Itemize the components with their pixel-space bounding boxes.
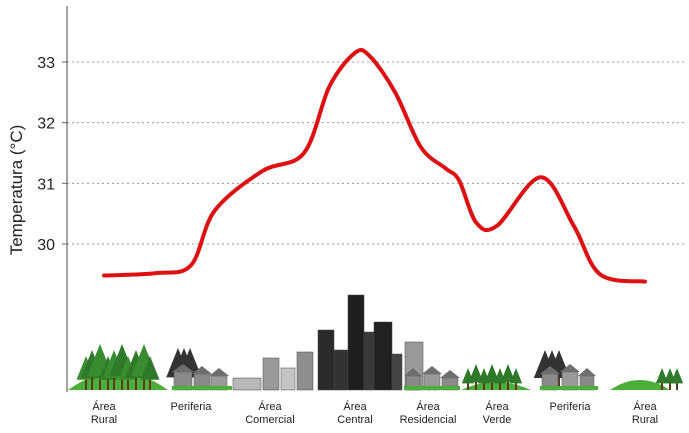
tree-trunk	[491, 380, 493, 390]
tree	[468, 364, 484, 383]
category-label: Periferia	[171, 401, 213, 413]
building	[333, 349, 349, 391]
category-label-line: Área	[485, 400, 509, 413]
category-label-line: Periferia	[171, 401, 213, 413]
tree-trunk	[558, 376, 560, 390]
category-label-line: Área	[343, 400, 367, 413]
house-roof	[209, 368, 229, 376]
category-label: Área Residencial	[400, 400, 457, 426]
category-label-line: Verde	[483, 414, 512, 426]
urban-profile-illustration	[68, 294, 684, 391]
y-tick-labels: 30 31 32 33	[37, 55, 67, 254]
category-label: Área Rural	[91, 400, 117, 426]
tree-trunk	[483, 382, 485, 390]
tree-trunk	[135, 376, 137, 390]
house-roof	[404, 368, 422, 376]
tree	[509, 368, 523, 384]
house-roof	[422, 366, 442, 374]
building	[363, 331, 375, 391]
tree-trunk	[507, 380, 509, 390]
tree-trunk	[467, 382, 469, 390]
tree-trunk	[515, 382, 517, 390]
tree-trunk	[661, 382, 663, 390]
category-label: Periferia	[550, 401, 592, 413]
grid-layer	[67, 61, 684, 245]
category-label-line: Central	[337, 414, 372, 426]
category-label: Área Comercial	[245, 400, 295, 426]
tree-trunk	[143, 373, 145, 390]
category-label-line: Comercial	[245, 414, 295, 426]
category-label-line: Rural	[91, 414, 117, 426]
category-label-line: Área	[258, 400, 282, 413]
tree	[670, 368, 684, 384]
curve-layer	[102, 47, 647, 284]
category-label: Área Central	[337, 400, 372, 426]
building	[232, 377, 262, 391]
series-line-temperature	[102, 47, 647, 284]
tree-trunk	[85, 378, 87, 390]
house-roof	[440, 370, 460, 378]
building	[280, 367, 296, 391]
y-tick-label: 30	[37, 237, 55, 254]
tree-trunk	[113, 376, 115, 390]
ground-mound	[461, 382, 531, 390]
building	[317, 329, 335, 391]
tree-trunk	[107, 378, 109, 390]
category-label: Área Rural	[632, 400, 658, 426]
category-label-line: Área	[633, 400, 657, 413]
tree-trunk	[669, 382, 671, 390]
building	[347, 294, 365, 391]
tree-trunk	[99, 373, 101, 390]
category-label-line: Periferia	[550, 401, 592, 413]
y-tick-label: 31	[37, 176, 55, 193]
tree	[484, 364, 500, 383]
tree-trunk	[91, 376, 93, 390]
y-tick-label: 32	[37, 116, 55, 133]
house-roof	[172, 364, 194, 372]
tree-trunk	[149, 378, 151, 390]
house-roof	[560, 364, 580, 372]
building	[391, 353, 403, 391]
tree-trunk	[121, 373, 123, 390]
category-label-line: Área	[416, 400, 440, 413]
building	[262, 357, 280, 391]
tree-trunk	[127, 378, 129, 390]
tree-trunk	[676, 382, 678, 390]
building	[296, 351, 314, 391]
y-tick-label: 33	[37, 55, 55, 72]
building	[373, 321, 393, 391]
grass-strip	[404, 386, 460, 390]
ground-mound	[610, 380, 670, 390]
category-label: Área Verde	[483, 400, 512, 426]
tree-trunk	[475, 380, 477, 390]
category-label-line: Área	[92, 400, 116, 413]
category-label-line: Rural	[632, 414, 658, 426]
grass-strip	[540, 386, 598, 390]
tree-trunk	[499, 382, 501, 390]
category-label-line: Residencial	[400, 414, 457, 426]
y-axis-label: Temperatura (°C)	[7, 125, 26, 256]
tree	[140, 356, 160, 380]
tree	[500, 364, 516, 383]
house-roof	[578, 368, 596, 376]
house-roof	[192, 366, 212, 374]
grass-strip	[172, 386, 232, 390]
tree	[655, 368, 669, 384]
house-roof	[540, 366, 560, 374]
